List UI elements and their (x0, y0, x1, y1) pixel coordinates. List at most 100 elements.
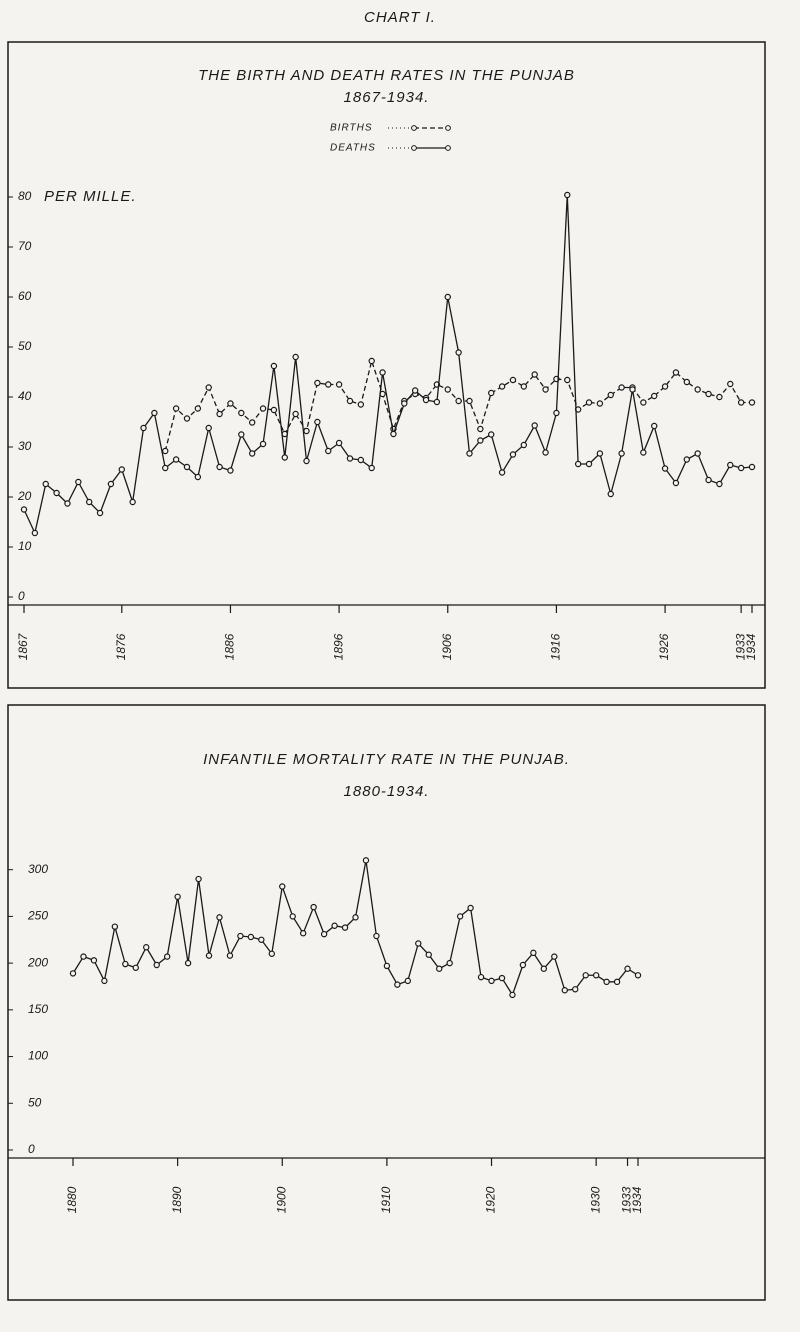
data-point (618, 450, 625, 457)
x-tick-label: 1933 (733, 633, 747, 660)
data-point (561, 987, 568, 994)
y-tick-label: 150 (28, 1002, 48, 1016)
data-point (640, 399, 647, 406)
data-point (748, 463, 756, 471)
x-tick-label: 1900 (274, 1186, 288, 1213)
data-point (737, 399, 745, 406)
y-tick-label: 10 (18, 539, 32, 553)
data-point (362, 857, 370, 864)
chart-title: THE BIRTH AND DEATH RATES IN THE PUNJAB (198, 67, 575, 84)
data-point (634, 972, 642, 979)
page-header: CHART I. (364, 9, 436, 26)
data-point (444, 293, 451, 301)
data-point (705, 390, 712, 398)
data-point (531, 371, 538, 378)
data-point (596, 450, 604, 457)
data-point (111, 923, 119, 930)
data-point (258, 936, 265, 943)
data-point (433, 398, 441, 406)
data-point (281, 454, 288, 461)
data-point (247, 933, 255, 941)
data-point (624, 965, 631, 972)
data-point (107, 480, 115, 488)
data-point (436, 965, 443, 972)
data-point (248, 419, 256, 426)
data-point (299, 930, 307, 937)
x-tick-label: 1890 (170, 1186, 184, 1213)
y-tick-label: 0 (28, 1142, 35, 1156)
data-point (310, 903, 317, 911)
data-point (716, 480, 723, 488)
data-point (603, 978, 610, 986)
data-point (226, 952, 234, 959)
y-tick-label: 50 (18, 339, 32, 353)
x-tick-label: 1930 (588, 1186, 602, 1213)
data-point (401, 400, 408, 407)
data-point (357, 456, 365, 464)
data-point (694, 386, 701, 393)
x-tick-label: 1934 (630, 1186, 644, 1213)
data-point (194, 405, 202, 412)
data-point (346, 455, 354, 462)
y-tick-label: 80 (18, 189, 32, 203)
data-point (542, 386, 549, 393)
data-point (352, 914, 359, 921)
data-point (585, 460, 593, 468)
data-point (572, 986, 579, 993)
series-line (164, 358, 752, 452)
data-point (172, 456, 180, 463)
series-line (72, 860, 639, 997)
data-point (585, 399, 593, 406)
data-point (683, 378, 691, 386)
x-tick-label: 1910 (379, 1186, 393, 1213)
y-tick-label: 50 (28, 1095, 42, 1109)
x-tick-label: 1916 (549, 633, 563, 660)
data-point (259, 405, 267, 412)
data-point (727, 380, 734, 388)
data-point (411, 387, 419, 394)
data-point (248, 450, 256, 457)
data-point (64, 500, 71, 507)
chart-title: INFANTILE MORTALITY RATE IN THE PUNJAB. (203, 751, 570, 768)
data-point (618, 384, 625, 391)
data-point (163, 953, 171, 960)
data-point (20, 506, 28, 513)
x-tick-label: 1934 (744, 633, 758, 660)
data-point (174, 893, 181, 900)
data-point (727, 461, 734, 469)
data-point (205, 952, 213, 959)
data-point (335, 439, 343, 447)
data-point (227, 467, 234, 474)
data-point (270, 406, 278, 414)
data-point (564, 191, 571, 199)
x-tick-label: 1906 (440, 633, 454, 660)
x-tick-label: 1876 (114, 633, 128, 660)
data-point (694, 450, 701, 457)
data-point (705, 476, 712, 484)
data-point (162, 464, 169, 472)
data-point (477, 437, 484, 444)
y-tick-label: 0 (18, 589, 25, 603)
data-point (498, 469, 506, 476)
data-point (132, 964, 139, 971)
data-point (661, 465, 669, 472)
data-point (341, 924, 349, 931)
data-point (368, 464, 375, 472)
y-tick-label: 250 (27, 909, 48, 923)
x-tick-label: 1886 (223, 633, 237, 660)
data-point (31, 529, 39, 537)
data-point (651, 392, 658, 400)
y-tick-label: 300 (28, 862, 48, 876)
data-point (607, 391, 614, 399)
data-point (467, 904, 474, 912)
data-point (194, 473, 202, 481)
data-point (466, 450, 473, 457)
data-point (444, 386, 451, 393)
chart-frame (7, 704, 766, 1301)
data-point (96, 509, 104, 517)
data-point (325, 447, 332, 455)
data-point (183, 463, 191, 471)
data-point (373, 932, 380, 940)
data-point (488, 977, 495, 985)
data-point (542, 449, 549, 456)
